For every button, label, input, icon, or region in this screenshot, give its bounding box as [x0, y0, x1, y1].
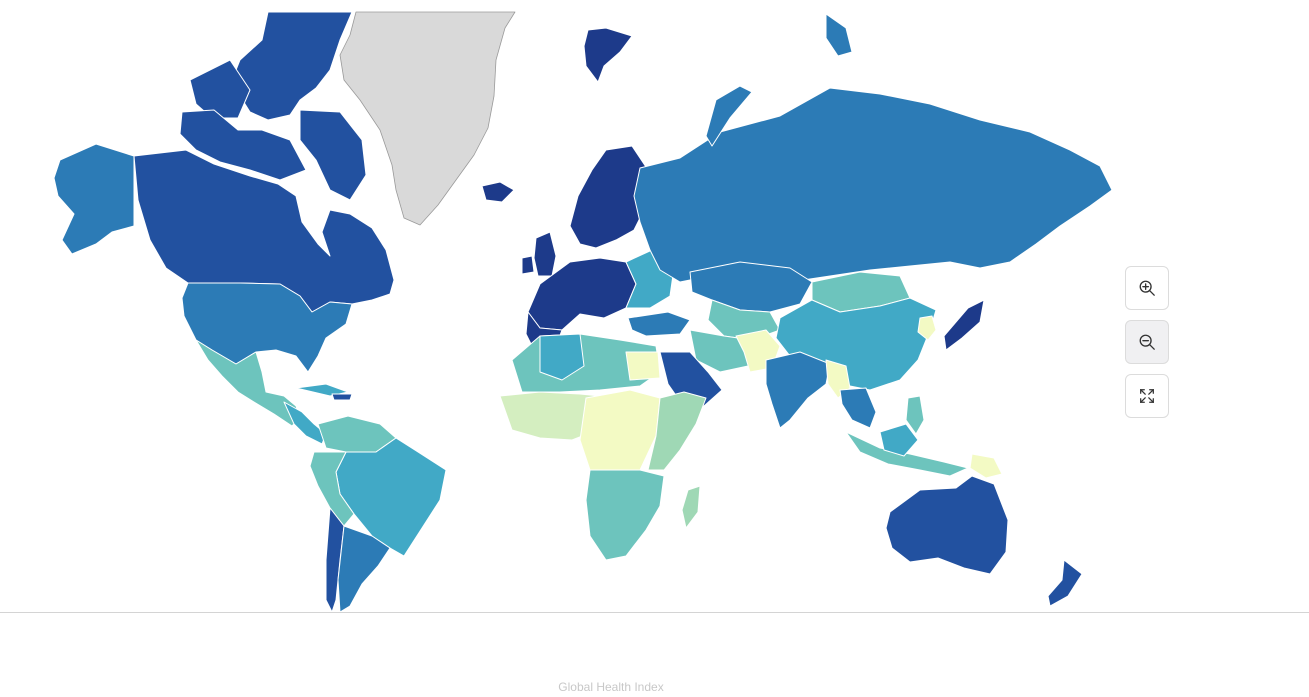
region-baffin[interactable] [299, 109, 367, 201]
region-new-zealand[interactable] [1047, 559, 1083, 607]
region-india[interactable] [765, 351, 831, 429]
zoom-out-icon [1139, 334, 1155, 350]
region-cuba[interactable] [295, 383, 349, 397]
region-scandinavia[interactable] [569, 145, 649, 249]
region-novaya-zemlya[interactable] [705, 85, 753, 147]
region-borneo[interactable] [879, 423, 919, 457]
region-alaska[interactable] [53, 143, 135, 255]
region-svalbard[interactable] [583, 27, 633, 83]
region-arabia[interactable] [659, 351, 723, 407]
region-iceland[interactable] [481, 181, 515, 203]
region-uk[interactable] [533, 231, 557, 277]
region-egypt[interactable] [625, 351, 661, 381]
region-central-africa[interactable] [579, 389, 661, 479]
region-ireland[interactable] [521, 255, 535, 275]
region-argentina[interactable] [337, 525, 391, 613]
region-canada-arctic[interactable] [231, 11, 353, 121]
region-se-asia[interactable] [839, 387, 877, 429]
region-algeria[interactable] [539, 333, 585, 381]
region-east-africa[interactable] [647, 391, 707, 471]
zoom-in-button[interactable] [1125, 266, 1169, 310]
fullscreen-button[interactable] [1125, 374, 1169, 418]
region-madagascar[interactable] [681, 485, 701, 529]
region-greenland[interactable] [339, 11, 516, 226]
region-canada-north-islands[interactable] [179, 109, 307, 181]
region-turkey[interactable] [627, 311, 691, 337]
region-japan[interactable] [943, 299, 985, 351]
map-bottom-fade [0, 612, 1309, 697]
region-philippines[interactable] [905, 395, 925, 435]
zoom-out-button[interactable] [1125, 320, 1169, 364]
region-korea[interactable] [917, 315, 937, 341]
region-russia[interactable] [633, 87, 1113, 283]
zoom-in-icon [1139, 280, 1155, 296]
region-australia[interactable] [885, 475, 1009, 575]
region-severnaya-zemlya[interactable] [825, 13, 853, 57]
region-southern-africa[interactable] [585, 469, 665, 561]
region-canada-arctic-west[interactable] [189, 59, 251, 119]
region-kazakhstan[interactable] [689, 261, 813, 313]
region-hispaniola[interactable] [331, 393, 353, 401]
map-caption: Global Health Index [558, 680, 664, 694]
fullscreen-icon [1140, 389, 1154, 403]
region-papua[interactable] [969, 453, 1003, 479]
region-peru-bolivia[interactable] [309, 451, 355, 527]
